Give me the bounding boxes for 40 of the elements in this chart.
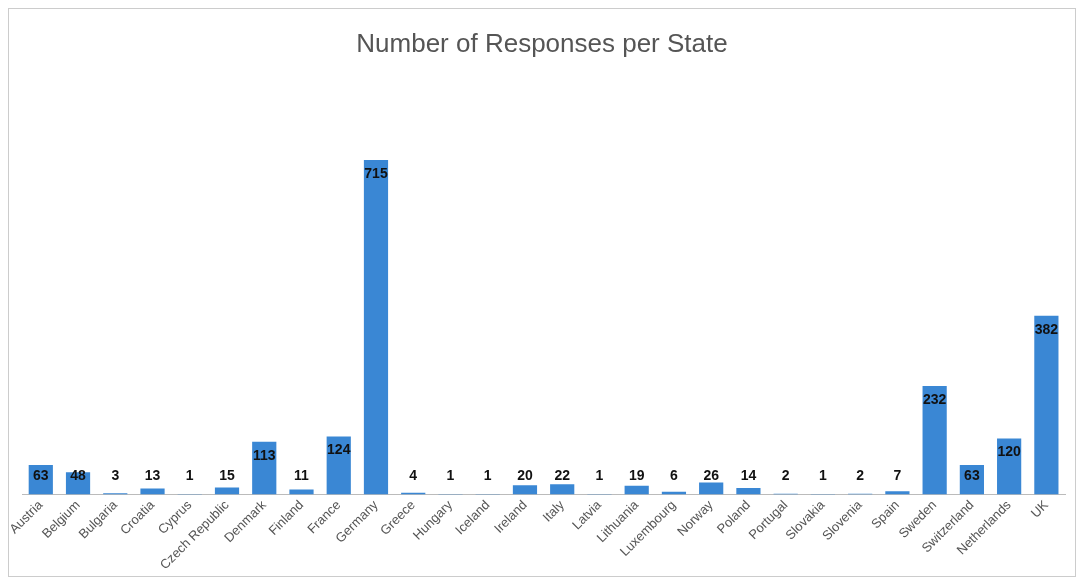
data-label: 63 [33,467,49,484]
data-label: 13 [144,467,161,484]
data-label: 63 [964,467,980,484]
data-label: 3 [111,467,120,484]
data-label: 14 [740,467,757,484]
bar [289,489,314,495]
data-label: 2 [781,467,790,484]
bar [922,386,947,495]
bar [736,488,761,495]
data-label: 1 [446,467,455,484]
chart-title: Number of Responses per State [356,27,728,58]
data-label: 7 [893,467,902,484]
data-label: 715 [364,164,388,181]
data-label: 48 [70,467,87,484]
data-label: 1 [819,467,828,484]
data-label: 1 [595,467,604,484]
data-label: 19 [628,467,645,484]
data-label: 120 [997,443,1022,460]
data-label: 2 [856,467,865,484]
bar [699,482,724,495]
data-label: 232 [922,390,947,407]
data-label: 382 [1034,320,1059,337]
data-label: 1 [483,467,492,484]
data-label: 11 [294,467,310,484]
x-tick-label: Italy [539,496,568,525]
data-label: 15 [219,467,236,484]
data-label: 22 [554,467,571,484]
data-label: 1 [185,467,194,484]
data-label: 4 [409,467,418,484]
x-tick-label: UK [1027,496,1052,521]
bar [885,491,910,495]
data-label: 124 [327,441,351,458]
bar [512,485,538,495]
data-label: 20 [517,467,533,484]
data-label: 26 [703,467,720,484]
bar [363,159,389,495]
bar [550,484,575,495]
data-label: 113 [252,446,276,463]
bar [1034,315,1059,495]
data-label: 6 [670,467,679,484]
